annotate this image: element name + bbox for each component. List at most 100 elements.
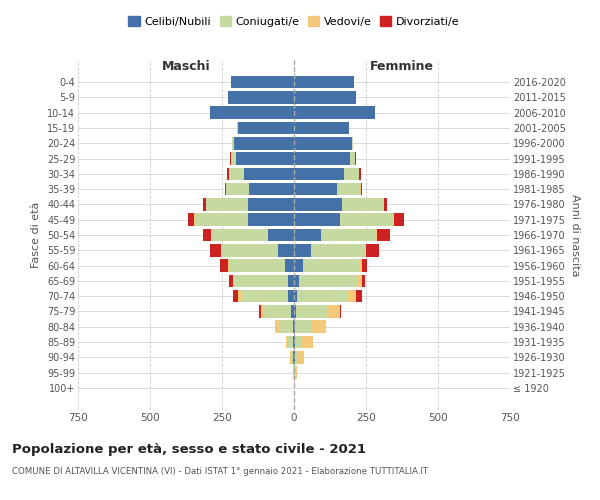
Bar	[188, 214, 194, 226]
Bar	[294, 244, 311, 256]
Bar	[233, 274, 235, 287]
Bar	[384, 198, 387, 210]
Bar	[341, 198, 383, 210]
Bar	[295, 351, 298, 364]
Bar	[294, 106, 374, 119]
Bar	[212, 228, 268, 241]
Bar	[248, 198, 294, 210]
Bar	[275, 320, 280, 333]
Bar	[231, 152, 236, 165]
Bar	[298, 290, 348, 302]
Bar	[194, 214, 248, 226]
Bar	[294, 214, 340, 226]
Text: COMUNE DI ALTAVILLA VICENTINA (VI) - Dati ISTAT 1° gennaio 2021 - Elaborazione T: COMUNE DI ALTAVILLA VICENTINA (VI) - Dat…	[12, 468, 428, 476]
Bar	[294, 76, 355, 88]
Bar	[226, 183, 250, 196]
Bar	[294, 198, 341, 210]
Bar	[220, 260, 229, 272]
Bar	[352, 137, 353, 149]
Bar	[227, 168, 229, 180]
Bar	[344, 168, 359, 180]
Y-axis label: Fasce di età: Fasce di età	[31, 202, 41, 268]
Bar	[377, 228, 390, 241]
Bar	[362, 260, 367, 272]
Bar	[259, 305, 261, 318]
Bar	[294, 183, 337, 196]
Bar	[302, 260, 359, 272]
Bar	[248, 214, 294, 226]
Bar	[296, 305, 328, 318]
Bar	[294, 366, 296, 379]
Bar	[294, 137, 352, 149]
Bar	[250, 183, 294, 196]
Bar	[294, 91, 356, 104]
Bar	[348, 290, 356, 302]
Bar	[311, 244, 365, 256]
Text: Femmine: Femmine	[370, 60, 434, 73]
Bar	[328, 305, 340, 318]
Bar	[294, 290, 298, 302]
Bar	[228, 91, 294, 104]
Bar	[229, 260, 286, 272]
Bar	[295, 320, 311, 333]
Bar	[268, 228, 294, 241]
Bar	[203, 198, 206, 210]
Text: Maschi: Maschi	[161, 60, 211, 73]
Text: Popolazione per età, sesso e stato civile - 2021: Popolazione per età, sesso e stato civil…	[12, 442, 366, 456]
Bar	[298, 351, 304, 364]
Bar	[365, 244, 366, 256]
Bar	[261, 305, 264, 318]
Bar	[359, 168, 361, 180]
Bar	[288, 336, 293, 348]
Bar	[302, 336, 313, 348]
Bar	[296, 366, 297, 379]
Bar	[376, 228, 377, 241]
Bar	[340, 214, 394, 226]
Bar	[288, 290, 294, 302]
Bar	[294, 320, 295, 333]
Bar	[230, 76, 294, 88]
Legend: Celibi/Nubili, Coniugati/e, Vedovi/e, Divorziati/e: Celibi/Nubili, Coniugati/e, Vedovi/e, Di…	[124, 12, 464, 31]
Bar	[236, 152, 294, 165]
Bar	[278, 244, 294, 256]
Bar	[287, 274, 294, 287]
Bar	[362, 274, 365, 287]
Bar	[294, 228, 322, 241]
Bar	[203, 228, 211, 241]
Bar	[232, 137, 233, 149]
Bar	[294, 168, 344, 180]
Bar	[299, 274, 357, 287]
Bar	[233, 290, 238, 302]
Bar	[280, 320, 293, 333]
Bar	[230, 152, 231, 165]
Bar	[244, 168, 294, 180]
Bar	[211, 106, 294, 119]
Bar	[357, 274, 362, 287]
Bar	[293, 366, 294, 379]
Bar	[238, 122, 294, 134]
Bar	[394, 214, 404, 226]
Bar	[286, 260, 294, 272]
Bar	[350, 152, 355, 165]
Bar	[222, 244, 278, 256]
Bar	[291, 305, 294, 318]
Bar	[322, 228, 376, 241]
Bar	[224, 183, 226, 196]
Bar	[264, 305, 291, 318]
Bar	[294, 336, 295, 348]
Bar	[235, 274, 287, 287]
Bar	[359, 260, 362, 272]
Bar	[361, 183, 362, 196]
Bar	[233, 137, 294, 149]
Bar	[238, 290, 241, 302]
Bar	[294, 305, 296, 318]
Bar	[337, 183, 360, 196]
Bar	[229, 168, 244, 180]
Bar	[311, 320, 326, 333]
Bar	[210, 244, 221, 256]
Y-axis label: Anni di nascita: Anni di nascita	[569, 194, 580, 276]
Bar	[356, 290, 362, 302]
Bar	[241, 290, 288, 302]
Bar	[229, 274, 233, 287]
Bar	[294, 274, 299, 287]
